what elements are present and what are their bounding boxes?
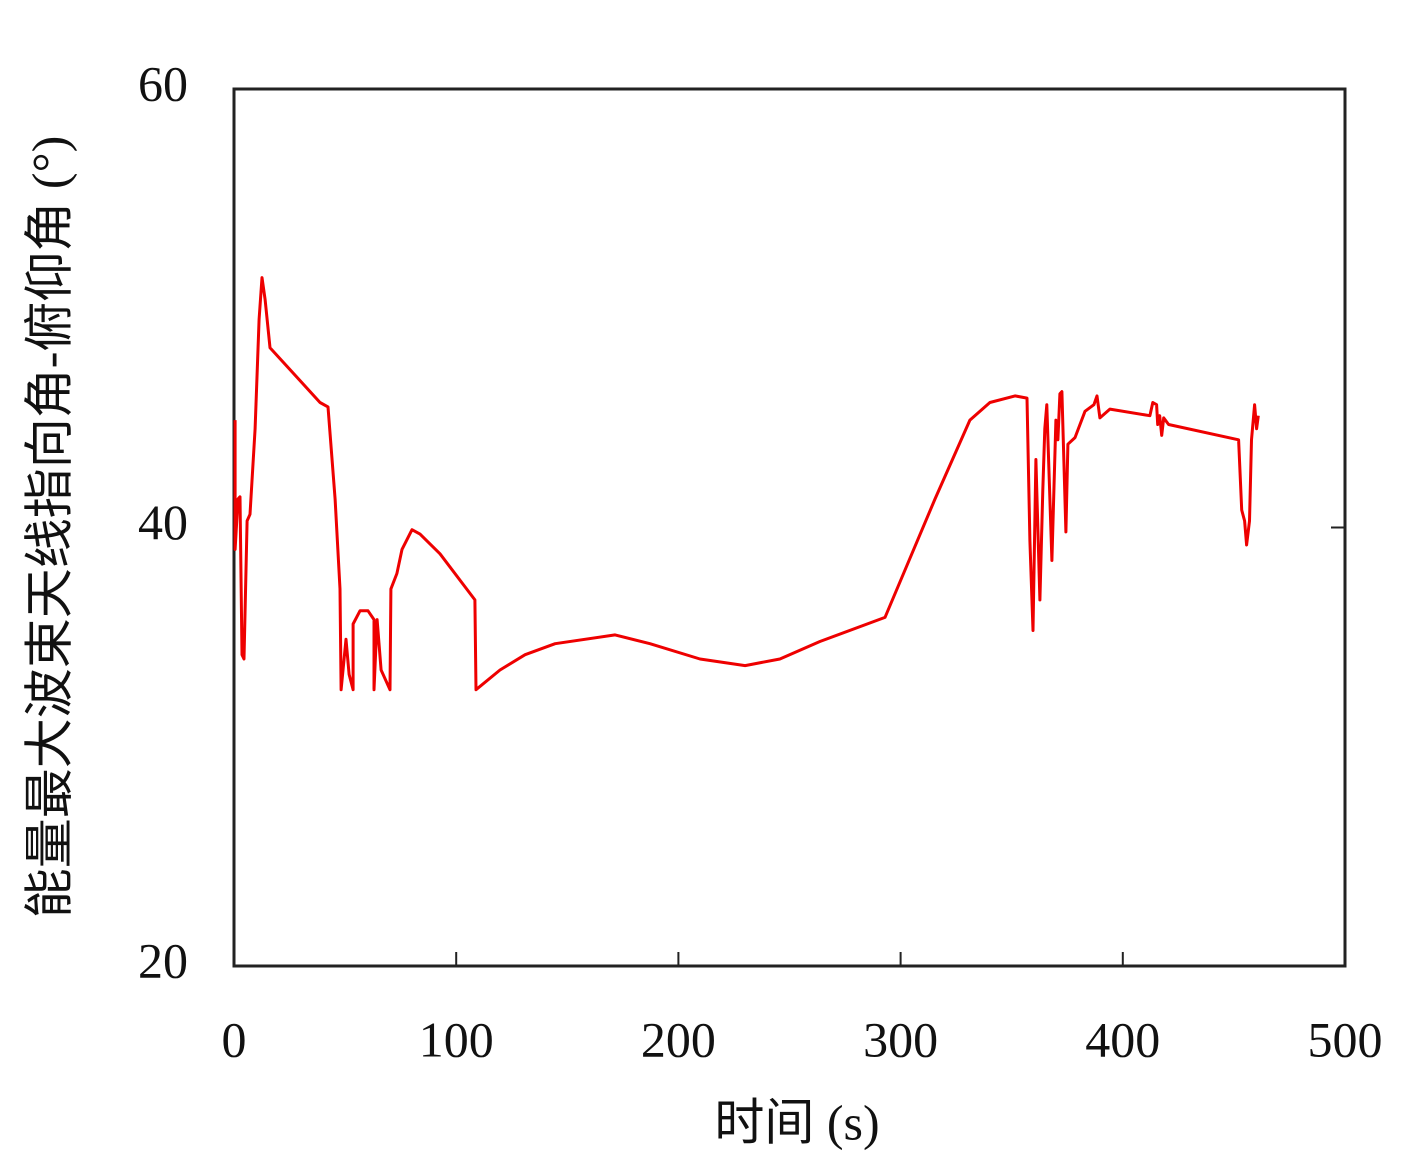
y-tick-label: 60 <box>138 55 188 111</box>
x-axis-label: 时间 (s) <box>714 1094 879 1150</box>
y-tick-label: 20 <box>138 932 188 988</box>
x-tick-label: 400 <box>1085 1011 1160 1067</box>
data-line <box>233 276 1260 692</box>
x-tick-label: 200 <box>641 1011 716 1067</box>
x-tick-label: 500 <box>1308 1011 1383 1067</box>
x-tick-label: 300 <box>863 1011 938 1067</box>
y-axis-label: 能量最大波束天线指向角-俯仰角 (°) <box>21 136 77 918</box>
plot-frame <box>232 87 1347 968</box>
x-tick-label: 100 <box>419 1011 494 1067</box>
y-tick-label: 40 <box>138 494 188 550</box>
x-tick-label: 0 <box>222 1011 247 1067</box>
